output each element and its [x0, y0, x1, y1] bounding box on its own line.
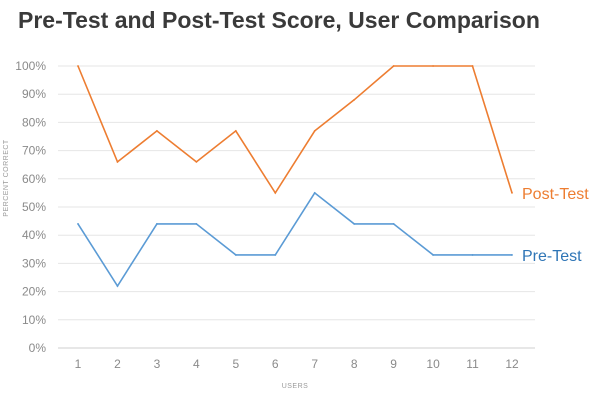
series-lines: [77, 65, 513, 288]
data-point: [313, 129, 316, 132]
data-point: [392, 65, 395, 67]
y-tick-label: 20%: [22, 285, 46, 299]
x-tick-label: 10: [426, 357, 440, 371]
chart-title: Pre-Test and Post-Test Score, User Compa…: [18, 7, 540, 33]
y-tick-label: 0%: [29, 341, 47, 355]
data-point: [116, 285, 119, 287]
data-point: [432, 254, 434, 256]
data-point: [156, 223, 158, 225]
y-tick-label: 90%: [22, 87, 46, 101]
x-tick-label: 6: [272, 357, 279, 371]
series-line-post-test: [77, 65, 513, 195]
y-tick-label: 10%: [22, 313, 46, 327]
data-point: [511, 254, 513, 256]
series-line-pre-test: [77, 191, 512, 288]
y-tick-label: 80%: [22, 115, 46, 129]
data-point: [353, 223, 356, 225]
x-tick-label: 8: [351, 357, 358, 371]
x-tick-label: 12: [505, 357, 519, 371]
x-tick-label: 7: [311, 357, 318, 371]
data-point: [195, 223, 198, 225]
data-point: [77, 223, 79, 225]
data-point: [274, 254, 277, 256]
data-point: [511, 192, 513, 194]
data-point: [313, 192, 316, 194]
y-tick-label: 70%: [22, 144, 46, 158]
data-point: [392, 223, 395, 225]
y-tick-label: 100%: [15, 59, 46, 73]
data-point: [234, 129, 237, 132]
data-point: [234, 254, 237, 256]
x-axis-ticks: 1 2 3 4 5 6 7 8 9 10 11 12: [75, 357, 519, 371]
data-point: [77, 65, 79, 67]
x-tick-label: 9: [390, 357, 397, 371]
y-axis-label: PERCENT CORRECT: [3, 139, 10, 217]
x-tick-label: 1: [75, 357, 82, 371]
x-tick-label: 11: [466, 357, 479, 371]
series-label: Pre-Test: [522, 248, 582, 265]
x-tick-label: 5: [232, 357, 239, 371]
series-labels: Post-Test Pre-Test: [522, 186, 589, 265]
y-axis-ticks: 0% 10% 20% 30% 40% 50% 60% 70% 80% 90% 100%: [15, 59, 46, 355]
y-tick-label: 50%: [22, 200, 46, 214]
data-point: [195, 160, 198, 163]
x-axis-label: USERS: [282, 383, 309, 390]
x-tick-label: 4: [193, 357, 200, 371]
data-point: [274, 192, 277, 194]
data-point: [353, 98, 356, 101]
x-tick-label: 2: [114, 357, 121, 371]
y-tick-label: 60%: [22, 172, 46, 186]
data-point: [471, 254, 474, 256]
data-point: [156, 129, 158, 132]
series-label: Post-Test: [522, 186, 589, 203]
x-tick-label: 3: [154, 357, 161, 371]
y-tick-label: 30%: [22, 256, 46, 270]
data-point: [116, 160, 119, 163]
data-point: [432, 65, 434, 67]
data-point: [471, 65, 474, 67]
gridlines: [58, 65, 535, 349]
y-tick-label: 40%: [22, 228, 46, 242]
